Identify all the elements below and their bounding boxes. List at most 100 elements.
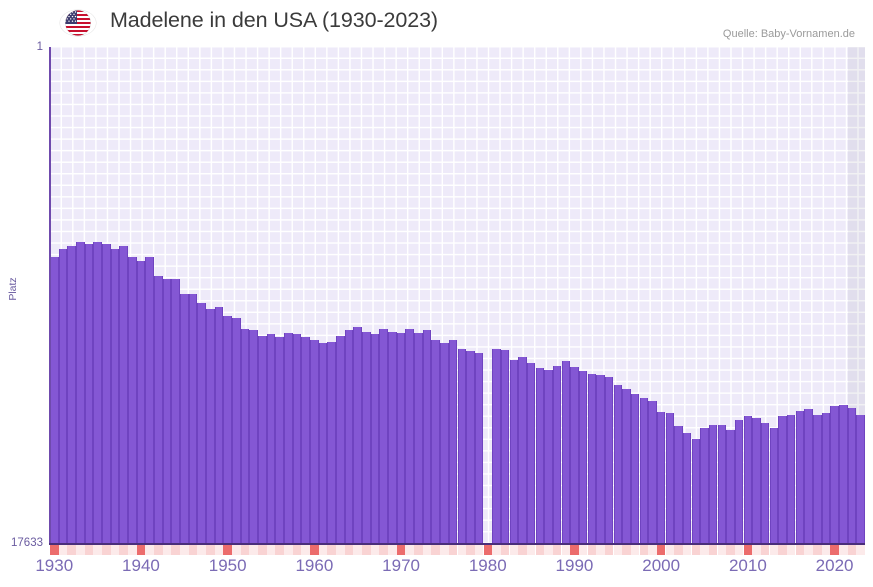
x-axis-label-1960: 1960 bbox=[295, 556, 334, 575]
bar-1984[interactable] bbox=[518, 357, 527, 544]
bar-2001[interactable] bbox=[665, 413, 675, 544]
bar-1932[interactable] bbox=[67, 246, 76, 544]
bar-1952[interactable] bbox=[240, 328, 250, 544]
bar-2019[interactable] bbox=[821, 413, 831, 544]
bar-1986[interactable] bbox=[535, 368, 545, 544]
x-tick-1942 bbox=[154, 545, 163, 555]
bar-1931[interactable] bbox=[58, 249, 68, 544]
bar-1943[interactable] bbox=[162, 278, 172, 544]
bar-1964[interactable] bbox=[344, 330, 354, 544]
bar-2004[interactable] bbox=[691, 438, 701, 544]
bar-2011[interactable] bbox=[752, 417, 761, 544]
bar-1938[interactable] bbox=[119, 246, 128, 544]
bar-1990[interactable] bbox=[570, 366, 579, 544]
bar-2020[interactable] bbox=[830, 406, 839, 544]
y-axis-top-label: 1 bbox=[36, 41, 43, 53]
bar-1936[interactable] bbox=[102, 244, 111, 544]
bar-1996[interactable] bbox=[622, 389, 631, 544]
bar-1979[interactable] bbox=[474, 352, 484, 544]
bar-2015[interactable] bbox=[786, 414, 796, 544]
bar-1991[interactable] bbox=[578, 371, 588, 544]
bar-1934[interactable] bbox=[84, 244, 94, 544]
bar-1947[interactable] bbox=[197, 302, 206, 544]
bar-1945[interactable] bbox=[180, 294, 189, 544]
bar-2023[interactable] bbox=[856, 414, 865, 544]
bar-2006[interactable] bbox=[708, 424, 718, 544]
bar-1959[interactable] bbox=[301, 337, 310, 544]
x-tick-2011 bbox=[752, 545, 761, 555]
bar-2003[interactable] bbox=[682, 433, 692, 544]
bar-1967[interactable] bbox=[370, 334, 380, 544]
bar-1975[interactable] bbox=[440, 342, 449, 544]
bar-1987[interactable] bbox=[544, 369, 553, 544]
bar-1957[interactable] bbox=[284, 333, 293, 544]
bar-1963[interactable] bbox=[336, 335, 345, 544]
bar-1970[interactable] bbox=[396, 333, 406, 544]
bar-2013[interactable] bbox=[769, 427, 779, 544]
bar-2018[interactable] bbox=[812, 414, 822, 544]
bar-1971[interactable] bbox=[405, 328, 414, 544]
bar-1960[interactable] bbox=[310, 340, 319, 544]
bar-2016[interactable] bbox=[795, 410, 805, 544]
bar-1989[interactable] bbox=[561, 361, 571, 544]
bar-1968[interactable] bbox=[379, 328, 388, 544]
bar-2005[interactable] bbox=[700, 427, 709, 544]
bar-1997[interactable] bbox=[630, 393, 640, 544]
bar-2008[interactable] bbox=[726, 430, 735, 544]
bar-2000[interactable] bbox=[656, 412, 666, 544]
bar-1961[interactable] bbox=[318, 342, 328, 544]
bar-1948[interactable] bbox=[206, 309, 215, 544]
bar-1958[interactable] bbox=[292, 334, 302, 544]
bar-1977[interactable] bbox=[457, 348, 467, 544]
bar-1941[interactable] bbox=[145, 256, 154, 544]
bar-1973[interactable] bbox=[422, 330, 432, 544]
bar-1954[interactable] bbox=[258, 335, 267, 544]
bar-1976[interactable] bbox=[448, 340, 458, 544]
bar-1983[interactable] bbox=[509, 359, 519, 544]
bar-1946[interactable] bbox=[188, 294, 198, 544]
bar-1930[interactable] bbox=[50, 256, 59, 544]
bar-2021[interactable] bbox=[838, 404, 848, 544]
bar-1939[interactable] bbox=[128, 256, 137, 544]
bar-1993[interactable] bbox=[596, 375, 605, 544]
bar-1962[interactable] bbox=[327, 341, 336, 544]
bar-1950[interactable] bbox=[223, 316, 232, 544]
bar-1974[interactable] bbox=[431, 340, 441, 544]
bar-1992[interactable] bbox=[587, 373, 597, 544]
bar-1978[interactable] bbox=[466, 351, 475, 544]
bar-1937[interactable] bbox=[110, 249, 120, 544]
bar-1956[interactable] bbox=[275, 336, 284, 544]
bar-2009[interactable] bbox=[734, 420, 744, 544]
bar-2010[interactable] bbox=[743, 416, 753, 544]
bar-2002[interactable] bbox=[674, 426, 683, 544]
bar-1998[interactable] bbox=[639, 397, 649, 544]
bar-1972[interactable] bbox=[414, 333, 423, 544]
bar-1966[interactable] bbox=[362, 331, 371, 544]
bar-2022[interactable] bbox=[847, 407, 857, 544]
bar-1981[interactable] bbox=[492, 348, 501, 544]
x-axis-label-1950: 1950 bbox=[208, 556, 247, 575]
bar-1955[interactable] bbox=[266, 334, 276, 544]
bar-1982[interactable] bbox=[500, 350, 510, 544]
bar-1985[interactable] bbox=[526, 362, 536, 544]
bar-1940[interactable] bbox=[136, 261, 146, 544]
bar-1933[interactable] bbox=[76, 242, 85, 544]
bar-2014[interactable] bbox=[778, 416, 787, 544]
bar-2017[interactable] bbox=[804, 409, 813, 544]
bar-1944[interactable] bbox=[171, 278, 180, 544]
bar-2012[interactable] bbox=[760, 423, 770, 544]
bar-1969[interactable] bbox=[388, 331, 397, 544]
bar-1949[interactable] bbox=[214, 307, 224, 544]
x-axis-label-1940: 1940 bbox=[122, 556, 160, 575]
bar-1999[interactable] bbox=[648, 400, 657, 544]
bar-1951[interactable] bbox=[232, 317, 241, 544]
bar-1965[interactable] bbox=[353, 327, 362, 544]
bar-1988[interactable] bbox=[552, 365, 562, 544]
bar-1935[interactable] bbox=[93, 242, 102, 544]
bar-2007[interactable] bbox=[717, 424, 727, 544]
bar-1953[interactable] bbox=[249, 330, 258, 544]
bar-1995[interactable] bbox=[613, 385, 623, 544]
bar-1942[interactable] bbox=[154, 276, 163, 544]
x-tick-1935 bbox=[93, 545, 102, 555]
bar-1994[interactable] bbox=[604, 376, 614, 544]
